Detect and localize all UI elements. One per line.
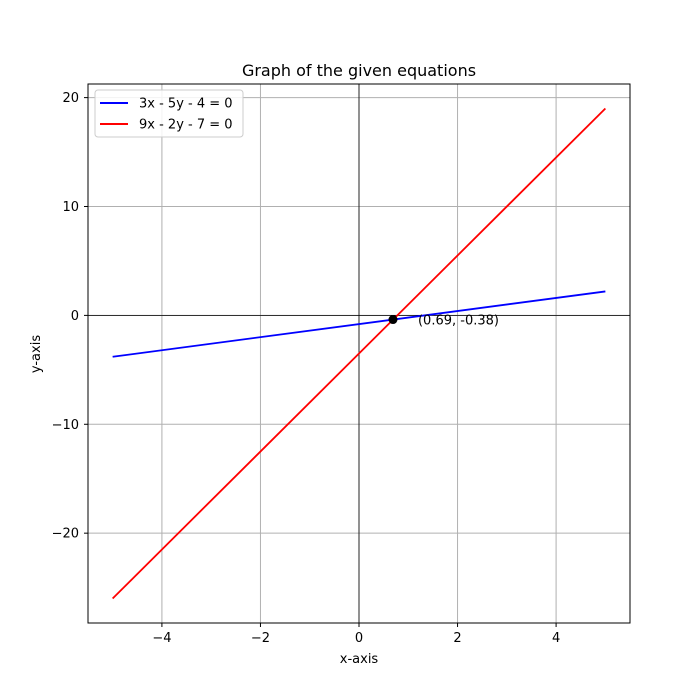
y-axis-label: y-axis — [29, 335, 44, 373]
series-line-blue — [112, 290, 606, 358]
series-layer — [112, 107, 606, 600]
marker-layer: (0.69, -0.38) — [388, 314, 499, 329]
legend-label-red-line: 9x - 2y - 7 = 0 — [139, 118, 233, 133]
x-tick-label: 2 — [453, 631, 461, 646]
y-tick-label: 0 — [71, 309, 79, 324]
legend-box — [94, 89, 244, 138]
y-tick-label: 20 — [62, 91, 79, 106]
y-tick-label: 10 — [62, 200, 79, 215]
y-tick-label: −20 — [52, 527, 79, 542]
x-tick-label: −2 — [251, 631, 270, 646]
x-tick-label: 0 — [355, 631, 363, 646]
x-axis-label: x-axis — [340, 652, 379, 667]
legend: 3x - 5y - 4 = 0 9x - 2y - 7 = 0 — [94, 89, 244, 138]
x-tick-label: 4 — [552, 631, 560, 646]
legend-label-blue-line: 3x - 5y - 4 = 0 — [139, 97, 233, 112]
y-tick-label: −10 — [52, 418, 79, 433]
plot-area: (0.69, -0.38) — [87, 83, 631, 624]
series-line-red — [112, 107, 606, 600]
intersection-point — [388, 315, 398, 325]
x-tick-label: −4 — [152, 631, 171, 646]
chart-title: Graph of the given equations — [242, 61, 476, 80]
intersection-label: (0.69, -0.38) — [418, 314, 499, 329]
